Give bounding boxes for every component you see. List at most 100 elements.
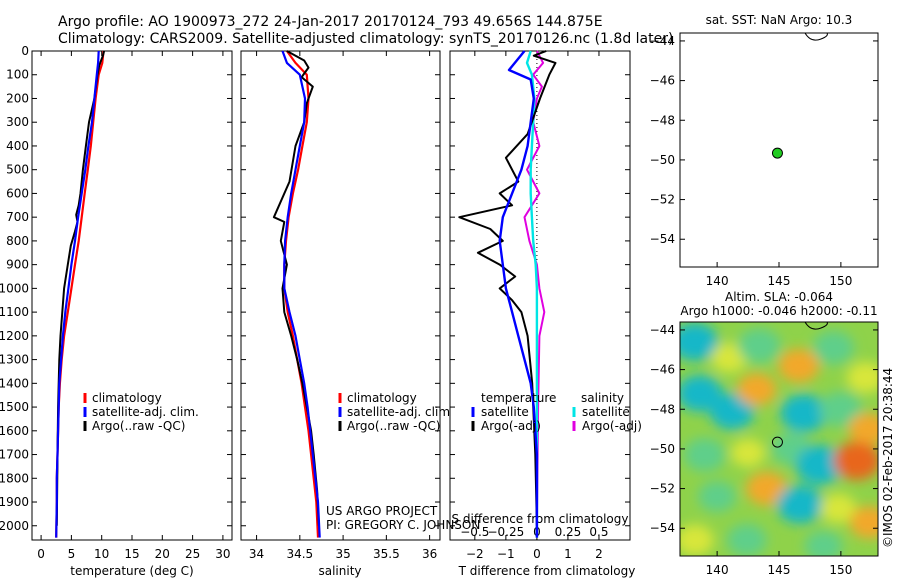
plot-frame xyxy=(31,50,233,541)
x-tick-label: 25 xyxy=(185,547,200,561)
float-position-marker xyxy=(771,147,783,159)
heatmap-cell xyxy=(730,438,766,467)
x-tick-label: 2 xyxy=(595,547,603,561)
plot-frame xyxy=(240,50,441,541)
heatmap-cell xyxy=(680,524,714,556)
legend-label: Argo(..raw -QC) xyxy=(92,419,185,433)
legend-label: satellite-adj. clim. xyxy=(347,405,454,419)
heatmap-cell xyxy=(709,392,755,430)
y-tick-label: 500 xyxy=(6,163,29,177)
legend-label: satellite xyxy=(582,405,630,419)
heatmap-cell xyxy=(736,373,777,406)
x-tick-label: 30 xyxy=(215,547,230,561)
x-tick-label: 35.5 xyxy=(373,547,400,561)
legend-title: temperature xyxy=(481,391,556,405)
y-tick-label: −48 xyxy=(650,113,675,127)
y-tick-label: −52 xyxy=(650,193,675,207)
y-tick-label: 1800 xyxy=(0,471,29,485)
y-tick-label: 900 xyxy=(6,258,29,272)
x-tick-label: 0 xyxy=(533,547,541,561)
heatmap-cell xyxy=(833,441,878,480)
temperature-argo-line xyxy=(458,50,557,526)
heatmap-cell xyxy=(846,362,878,394)
heatmap-cell xyxy=(776,485,824,524)
y-tick-label: 1100 xyxy=(0,305,29,319)
x-tick-label: 15 xyxy=(124,547,139,561)
y-tick-label: 1400 xyxy=(0,376,29,390)
heatmap-cell xyxy=(812,330,855,365)
y-tick-label: 1900 xyxy=(0,495,29,509)
heatmap-blobs xyxy=(680,322,878,556)
heatmap-field xyxy=(680,322,878,556)
salinity-tick-label: −0.25 xyxy=(487,525,524,539)
legend-label: Argo(-adj) xyxy=(481,419,541,433)
heatmap-cell xyxy=(780,394,828,433)
salinity-profile-panel: 34 34.5 35 35.5 36 climatologysatellite-adj. … xyxy=(240,50,454,578)
y-tick-label: 600 xyxy=(6,186,29,200)
map-title: Altim. SLA: -0.064 xyxy=(725,290,833,304)
heatmap-cell xyxy=(684,437,726,472)
y-tick-label: −48 xyxy=(650,402,675,416)
x-axis-label: T difference from climatology xyxy=(458,564,636,578)
x-tick-label: 145 xyxy=(768,563,791,577)
satellite-line xyxy=(55,50,100,538)
x-tick-label: 10 xyxy=(94,547,109,561)
y-tick-label: 0 xyxy=(21,44,29,58)
legend-label: climatology xyxy=(347,391,417,405)
y-tick-label: 2000 xyxy=(0,519,29,533)
y-tick-label: 1600 xyxy=(0,424,29,438)
heatmap-cell xyxy=(820,493,857,524)
sla-map-panel: 140 145 150 −44 −46 −48 −50 −52 −54 Altim. SLA: -… xyxy=(650,290,879,577)
figure-title-line1: Argo profile: AO 1900973_272 24-Jan-2017… xyxy=(58,14,603,30)
y-tick-label: 400 xyxy=(6,139,29,153)
temperature-profile-panel: 0 5 10 15 20 25 300100200300400500600700800900… xyxy=(0,44,233,578)
salinity-tick-label: 0.25 xyxy=(555,525,582,539)
x-tick-label: −2 xyxy=(466,547,484,561)
x-tick-label: 145 xyxy=(768,274,791,288)
heatmap-cell xyxy=(698,481,737,512)
figure-title-line2: Climatology: CARS2009. Satellite-adjuste… xyxy=(58,31,673,47)
x-tick-label: 20 xyxy=(155,547,170,561)
y-tick-label: 1700 xyxy=(0,448,29,462)
map-title: Argo h1000: -0.046 h2000: -0.11 xyxy=(680,304,877,318)
y-tick-label: −50 xyxy=(650,442,675,456)
x-axis-label: salinity xyxy=(318,564,361,578)
legend-label: Argo(-adj) xyxy=(582,419,642,433)
float-position-marker xyxy=(771,436,783,448)
salinity-axis-label: S difference from climatology xyxy=(452,512,629,526)
heatmap-cell xyxy=(795,444,845,485)
heatmap-cell xyxy=(745,471,788,506)
pi-credit: PI: GREGORY C. JOHNSON xyxy=(326,518,480,532)
x-tick-label: 140 xyxy=(706,563,729,577)
y-tick-label: −46 xyxy=(650,363,675,377)
y-tick-label: −54 xyxy=(650,232,675,246)
salinity-argo-line xyxy=(523,50,546,526)
coastline xyxy=(804,321,828,330)
heatmap-cell xyxy=(804,530,843,556)
x-tick-label: 36 xyxy=(422,547,437,561)
y-tick-label: 800 xyxy=(6,234,29,248)
salinity-tick-label: −0.5 xyxy=(460,525,489,539)
y-tick-label: −44 xyxy=(650,34,675,48)
y-tick-label: −52 xyxy=(650,482,675,496)
y-tick-label: 1200 xyxy=(0,329,29,343)
x-tick-label: 140 xyxy=(706,274,729,288)
legend-label: satellite xyxy=(481,405,529,419)
imos-stamp: ©IMOS 02-Feb-2017 20:38:44 xyxy=(881,368,895,548)
y-tick-label: 100 xyxy=(6,68,29,82)
x-tick-label: 34.5 xyxy=(286,547,313,561)
heatmap-cell xyxy=(848,412,878,446)
heatmap-cell xyxy=(680,322,719,361)
x-tick-label: 34 xyxy=(249,547,264,561)
y-tick-label: 1300 xyxy=(0,353,29,367)
coastline xyxy=(804,32,828,41)
x-tick-label: −1 xyxy=(497,547,515,561)
project-credit: US ARGO PROJECT xyxy=(326,504,438,518)
x-tick-label: 5 xyxy=(68,547,76,561)
x-tick-label: 35 xyxy=(335,547,350,561)
y-tick-label: 300 xyxy=(6,115,29,129)
y-tick-label: −46 xyxy=(650,74,675,88)
y-tick-label: 700 xyxy=(6,210,29,224)
heatmap-cell xyxy=(849,506,878,539)
